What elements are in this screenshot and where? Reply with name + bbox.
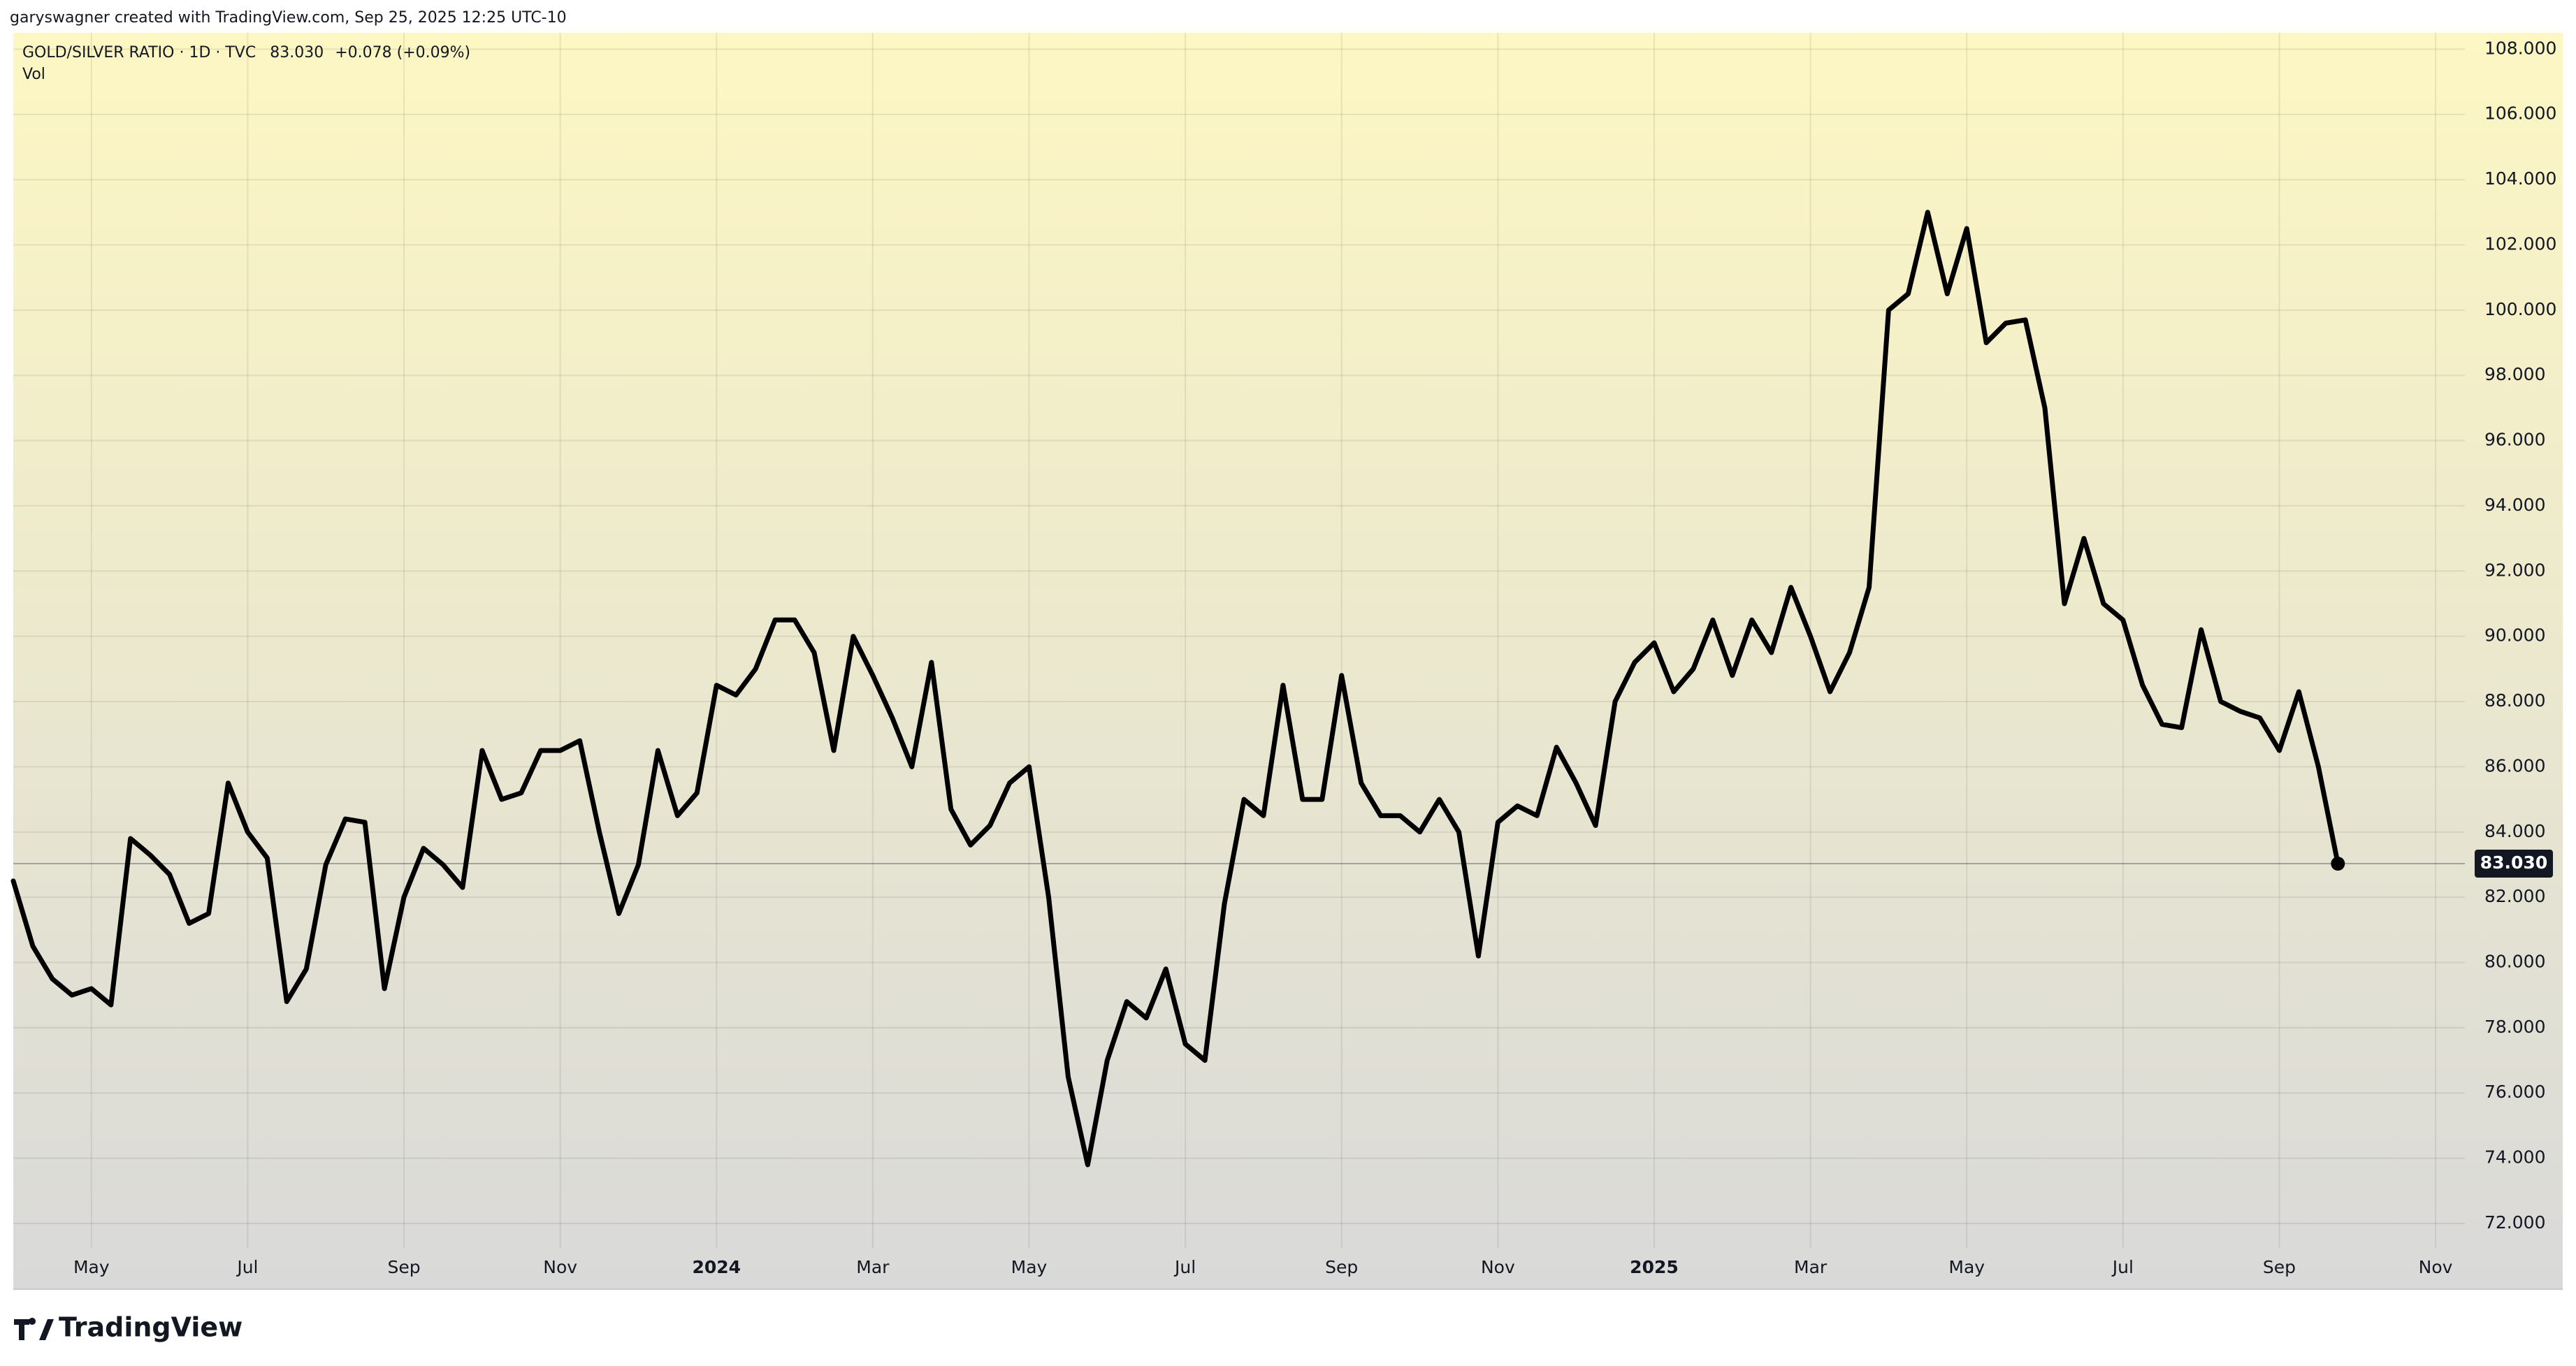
y-tick-label: 88.000 [2484, 690, 2545, 711]
last-price: 83.030 [270, 44, 324, 61]
x-tick-label: Sep [387, 1257, 420, 1277]
logo: TradingView [14, 1312, 243, 1343]
y-tick-label: 90.000 [2484, 625, 2545, 646]
y-tick-label: 102.000 [2484, 233, 2556, 254]
last-point [2331, 857, 2345, 871]
symbol: GOLD/SILVER RATIO · 1D · TVC [22, 44, 256, 61]
brand: TradingView [59, 1312, 243, 1343]
y-tick-label: 72.000 [2484, 1212, 2545, 1233]
y-tick-label: 76.000 [2484, 1082, 2545, 1102]
y-tick-label: 86.000 [2484, 755, 2545, 776]
x-tick-label: Jul [236, 1257, 258, 1277]
x-tick-label: Mar [1794, 1257, 1828, 1277]
x-tick-label: Mar [856, 1257, 890, 1277]
y-tick-label: 104.000 [2484, 168, 2556, 189]
chart-background [13, 33, 2563, 1289]
y-tick-label: 82.000 [2484, 886, 2545, 906]
x-tick-label: Nov [543, 1257, 577, 1277]
y-tick-label: 94.000 [2484, 495, 2545, 515]
legend-title: GOLD/SILVER RATIO · 1D · TVC 83.030 +0.078… [22, 44, 470, 61]
legend: GOLD/SILVER RATIO · 1D · TVC 83.030 +0.078… [22, 44, 470, 83]
x-tick-label: May [1948, 1257, 1985, 1277]
y-tick-label: 80.000 [2484, 952, 2545, 972]
x-tick-label: 2025 [1630, 1257, 1679, 1277]
price-badge-label: 83.030 [2480, 852, 2547, 873]
price-change: +0.078 (+0.09%) [335, 44, 470, 61]
y-tick-label: 100.000 [2484, 299, 2556, 319]
y-tick-label: 98.000 [2484, 364, 2545, 384]
y-tick-label: 74.000 [2484, 1147, 2545, 1168]
y-tick-label: 96.000 [2484, 430, 2545, 450]
y-tick-label: 106.000 [2484, 103, 2556, 124]
x-tick-label: Sep [2263, 1257, 2296, 1277]
price-badge [2475, 850, 2553, 878]
indicator-label: Vol [22, 66, 45, 83]
y-tick-label: 78.000 [2484, 1017, 2545, 1037]
y-tick-label: 108.000 [2484, 38, 2556, 58]
attribution: garyswagner created with TradingView.com… [10, 9, 567, 27]
x-tick-label: 2024 [692, 1257, 741, 1277]
x-tick-label: May [1011, 1257, 1048, 1277]
y-tick-label: 92.000 [2484, 560, 2545, 580]
x-tick-label: Nov [1481, 1257, 1515, 1277]
x-tick-label: Nov [2419, 1257, 2453, 1277]
x-tick-label: May [73, 1257, 110, 1277]
x-tick-label: Jul [2111, 1257, 2134, 1277]
x-tick-label: Sep [1325, 1257, 1358, 1277]
y-tick-label: 84.000 [2484, 821, 2545, 841]
logo-mark [14, 1318, 54, 1340]
x-tick-label: Jul [1173, 1257, 1196, 1277]
price-line [10, 210, 2340, 1168]
